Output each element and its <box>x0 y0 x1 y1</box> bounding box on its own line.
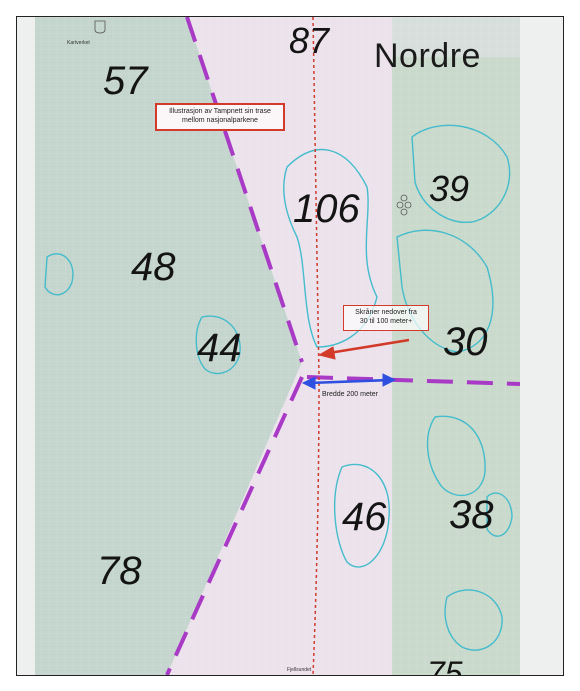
width-arrow <box>301 373 397 390</box>
slope-note-line-2: 30 til 100 meter+ <box>359 317 413 325</box>
park-boundaries <box>165 17 521 675</box>
illustration-note: Illustrasjon av Tampnett sin trase mello… <box>155 103 285 131</box>
depth-39: 39 <box>429 168 470 209</box>
depth-46: 46 <box>342 495 387 539</box>
depth-78: 78 <box>97 549 142 593</box>
width-note: Bredde 200 meter <box>321 391 379 398</box>
footer-center-label: Fjellsundet <box>287 667 312 673</box>
photo-frame: 57 87 106 39 48 44 30 46 38 78 75 Nordre… <box>16 16 564 676</box>
place-name-nordre: Nordre <box>374 37 481 75</box>
depth-106: 106 <box>293 187 360 231</box>
depth-44: 44 <box>197 326 242 370</box>
illustration-note-line-1: Illustrasjon av Tampnett sin trase <box>169 108 271 115</box>
depth-48: 48 <box>131 245 176 289</box>
cable-route <box>312 17 320 675</box>
depth-87: 87 <box>289 20 330 61</box>
boundary-line-north <box>185 17 304 363</box>
illustration-note-line-2: mellom nasjonalparkene <box>182 116 258 124</box>
depth-30: 30 <box>443 320 488 364</box>
depth-contours <box>44 124 513 651</box>
emblem-icon <box>94 20 106 34</box>
footer-left-label: Kartverket <box>67 40 90 46</box>
depth-38: 38 <box>449 493 494 537</box>
boundary-line-east <box>306 375 521 386</box>
slope-note-line-1: Skråner nedover fra <box>355 309 417 316</box>
depth-57: 57 <box>103 59 148 103</box>
rock-symbol <box>396 194 412 216</box>
slope-arrow <box>317 338 410 360</box>
boundary-line-south <box>165 376 304 675</box>
slope-note: Skråner nedover fra 30 til 100 meter+ <box>343 305 429 331</box>
depth-75: 75 <box>427 655 463 676</box>
